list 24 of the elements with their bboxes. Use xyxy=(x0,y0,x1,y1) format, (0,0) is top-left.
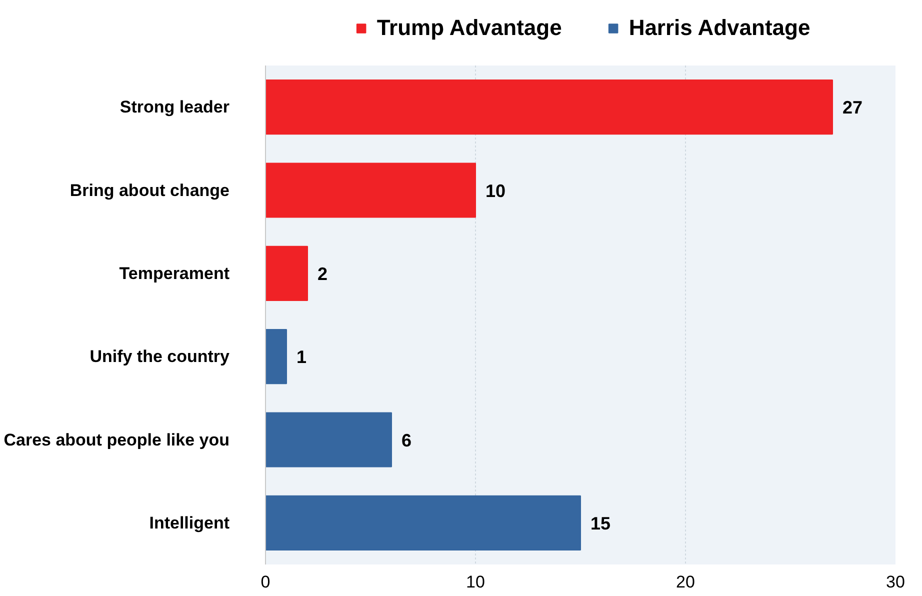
y-tick-label: Temperament xyxy=(119,264,230,283)
data-label: 1 xyxy=(296,347,307,368)
bar xyxy=(266,246,308,301)
bar xyxy=(266,412,392,468)
y-tick-label: Bring about change xyxy=(70,180,230,200)
data-label: 27 xyxy=(842,98,863,118)
x-tick-label: 30 xyxy=(886,572,905,592)
bar xyxy=(266,495,581,550)
y-tick-label: Intelligent xyxy=(149,513,230,532)
data-label: 15 xyxy=(590,513,611,534)
x-tick-label: 10 xyxy=(466,572,485,592)
bar xyxy=(266,162,476,218)
bar xyxy=(266,329,287,384)
bar xyxy=(266,80,833,135)
x-tick-label: 0 xyxy=(260,572,270,592)
y-tick-label: Unify the country xyxy=(90,347,230,366)
x-tick-label: 20 xyxy=(676,572,695,592)
legend-label: Harris Advantage xyxy=(628,14,810,40)
data-label: 10 xyxy=(486,180,506,201)
y-tick-label: Strong leader xyxy=(120,98,230,117)
legend-label: Trump Advantage xyxy=(376,14,562,40)
y-tick-label: Cares about people like you xyxy=(4,430,230,450)
data-label: 2 xyxy=(318,264,328,284)
data-label: 6 xyxy=(402,430,412,450)
